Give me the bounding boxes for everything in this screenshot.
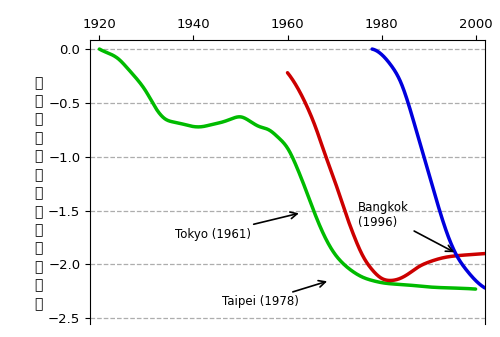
Text: Bangkok
(1996): Bangkok (1996) (358, 201, 452, 251)
Text: ル: ル (34, 278, 43, 292)
Text: 下: 下 (34, 131, 43, 145)
Text: Taipei (1978): Taipei (1978) (222, 281, 326, 308)
Text: ー: ー (34, 242, 43, 255)
Text: さ: さ (34, 186, 43, 200)
Text: Tokyo (1961): Tokyo (1961) (174, 212, 297, 241)
Text: 深: 深 (34, 168, 43, 182)
Text: の: の (34, 150, 43, 163)
Text: 盤: 盤 (34, 94, 43, 108)
Text: （: （ (34, 205, 43, 219)
Text: ）: ） (34, 297, 43, 311)
Text: 沈: 沈 (34, 113, 43, 127)
Text: メ: メ (34, 223, 43, 237)
Text: ト: ト (34, 260, 43, 274)
Text: 地: 地 (34, 76, 43, 90)
